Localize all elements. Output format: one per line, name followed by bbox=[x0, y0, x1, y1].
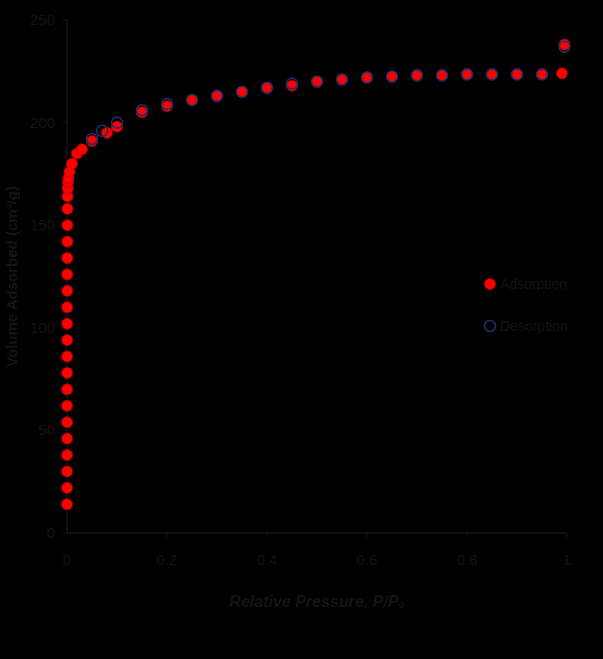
point bbox=[312, 76, 323, 87]
point bbox=[337, 74, 348, 85]
point bbox=[62, 384, 73, 395]
point bbox=[162, 99, 173, 110]
legend-marker bbox=[485, 321, 496, 332]
x-axis bbox=[67, 532, 567, 534]
series-adsorption bbox=[62, 39, 570, 510]
y-tick bbox=[62, 430, 67, 431]
point bbox=[437, 70, 448, 81]
point bbox=[462, 69, 473, 80]
y-tick bbox=[62, 20, 67, 21]
x-axis-label: Relative Pressure, P/P₀ bbox=[229, 593, 404, 610]
point bbox=[62, 285, 73, 296]
y-tick bbox=[62, 533, 67, 534]
x-tick bbox=[167, 533, 168, 538]
point bbox=[512, 69, 523, 80]
y-tick bbox=[62, 122, 67, 123]
y-tick-label: 100 bbox=[30, 319, 55, 336]
point bbox=[67, 158, 78, 169]
y-tick-label: 0 bbox=[47, 524, 55, 541]
point bbox=[237, 86, 248, 97]
legend-label: Desorption bbox=[500, 318, 568, 334]
x-tick bbox=[67, 533, 68, 538]
point bbox=[512, 69, 523, 80]
x-tick-label: 0 bbox=[63, 551, 71, 568]
x-tick bbox=[267, 533, 268, 538]
series-desorption bbox=[87, 41, 571, 144]
point bbox=[262, 82, 273, 93]
point bbox=[62, 269, 73, 280]
point bbox=[237, 86, 248, 97]
point bbox=[187, 95, 198, 106]
point bbox=[362, 72, 373, 83]
point bbox=[462, 69, 473, 80]
point bbox=[487, 69, 498, 80]
point bbox=[412, 70, 423, 81]
point bbox=[312, 76, 323, 87]
x-tick-label: 1 bbox=[563, 551, 571, 568]
y-axis-label: Volume Adsorbed (cm³/g) bbox=[3, 186, 20, 367]
point bbox=[62, 203, 73, 214]
point bbox=[62, 253, 73, 264]
point bbox=[387, 71, 398, 82]
y-tick-label: 200 bbox=[30, 114, 55, 131]
point bbox=[212, 90, 223, 101]
point bbox=[62, 417, 73, 428]
y-tick-label: 50 bbox=[38, 421, 55, 438]
point bbox=[62, 400, 73, 411]
x-tick bbox=[467, 533, 468, 538]
legend: Adsorption Desorption bbox=[485, 276, 568, 334]
point bbox=[62, 450, 73, 461]
point bbox=[62, 466, 73, 477]
point bbox=[62, 335, 73, 346]
point bbox=[187, 95, 198, 106]
legend-marker bbox=[485, 279, 496, 290]
x-tick-label: 0.6 bbox=[357, 551, 378, 568]
point bbox=[62, 220, 73, 231]
point bbox=[412, 70, 423, 81]
point bbox=[262, 82, 273, 93]
y-tick-label: 250 bbox=[30, 11, 55, 28]
point bbox=[487, 69, 498, 80]
point bbox=[287, 78, 298, 89]
plot-area bbox=[62, 39, 570, 510]
y-tick-label: 150 bbox=[30, 216, 55, 233]
point bbox=[137, 105, 148, 116]
x-tick-label: 0.2 bbox=[157, 551, 178, 568]
point bbox=[62, 367, 73, 378]
point bbox=[557, 68, 568, 79]
x-tick-label: 0.8 bbox=[457, 551, 478, 568]
point bbox=[62, 236, 73, 247]
point bbox=[437, 70, 448, 81]
point bbox=[62, 499, 73, 510]
point bbox=[62, 302, 73, 313]
point bbox=[537, 69, 548, 80]
point bbox=[77, 144, 88, 155]
point bbox=[62, 433, 73, 444]
x-tick bbox=[567, 533, 568, 538]
background bbox=[0, 0, 603, 659]
legend-label: Adsorption bbox=[500, 276, 567, 292]
point bbox=[87, 134, 98, 145]
point bbox=[337, 74, 348, 85]
x-tick-label: 0.4 bbox=[257, 551, 278, 568]
point bbox=[559, 41, 570, 52]
point bbox=[112, 117, 123, 128]
point bbox=[537, 69, 548, 80]
point bbox=[62, 482, 73, 493]
point bbox=[212, 90, 223, 101]
point bbox=[97, 125, 108, 136]
point bbox=[362, 72, 373, 83]
point bbox=[62, 351, 73, 362]
chart: 0 0.2 0.4 0.6 0.8 1 0 50 100 150 200 250 Relative Pr… bbox=[0, 0, 603, 659]
x-tick bbox=[367, 533, 368, 538]
point bbox=[62, 318, 73, 329]
point bbox=[387, 71, 398, 82]
